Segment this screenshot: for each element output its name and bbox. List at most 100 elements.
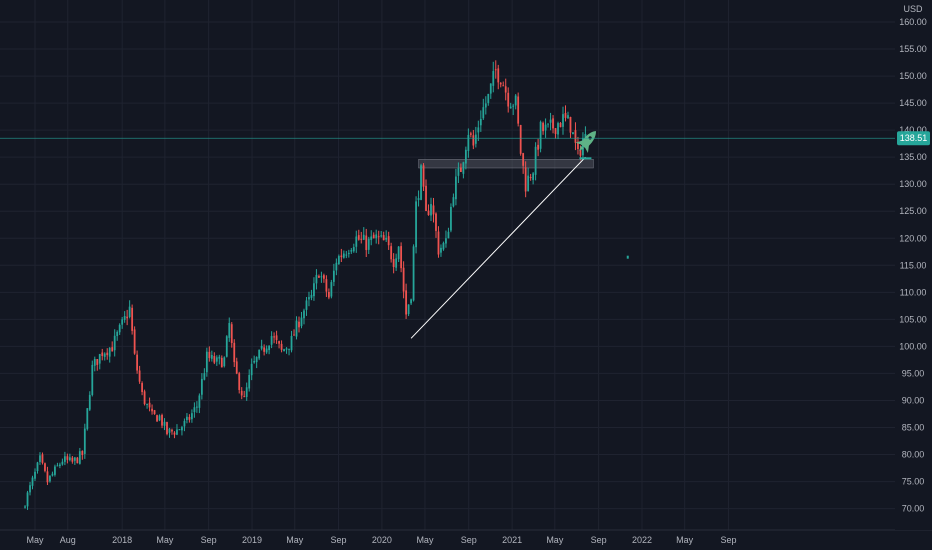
candle-body [432, 205, 435, 215]
support-zone[interactable] [418, 159, 594, 169]
candle-body [215, 357, 218, 362]
candle-body [186, 416, 188, 421]
candle-body [198, 395, 201, 408]
candle-body [103, 353, 106, 357]
price-axis-panel[interactable] [895, 0, 932, 530]
candle-body [524, 167, 527, 192]
candle-body [78, 451, 81, 464]
candle-body [108, 347, 111, 357]
candle-body [415, 201, 417, 248]
y-tick-label: 155.00 [899, 44, 927, 54]
rocket-icon[interactable] [573, 126, 602, 156]
candle-body [447, 231, 450, 239]
candle-body [121, 319, 124, 325]
candle-body [31, 477, 34, 486]
candle-body [325, 279, 328, 292]
x-tick-label: 2018 [112, 535, 132, 545]
candle-body [499, 82, 502, 85]
candle-body [278, 341, 280, 344]
candle-body [213, 355, 216, 363]
candle-body [400, 246, 403, 269]
candle-body [228, 322, 231, 338]
candle-body [422, 165, 425, 187]
x-tick-label: May [156, 535, 174, 545]
x-tick-label: 2022 [632, 535, 652, 545]
candle-body [427, 210, 430, 216]
candle-body [430, 204, 432, 216]
candle-body [360, 238, 363, 240]
trendline[interactable] [410, 156, 586, 339]
candle-body [405, 290, 407, 315]
candle-body [188, 416, 191, 420]
candle-body [153, 410, 156, 415]
candle-body [380, 235, 383, 237]
y-tick-label: 135.00 [899, 152, 927, 162]
candle-body [367, 238, 370, 250]
candle-body [270, 336, 273, 345]
price-axis[interactable]: 70.00 75.00 80.00 85.00 90.00 95.00 100.00 105.… [899, 17, 927, 514]
candle-body [562, 114, 564, 127]
grid-lines [0, 0, 895, 530]
last-price-marker: 138.51 [0, 131, 930, 146]
candle-body [81, 450, 84, 455]
candle-body [195, 406, 198, 408]
candle-body [205, 351, 208, 373]
candle-body [128, 306, 131, 317]
candle-body [335, 262, 338, 271]
candle-body [133, 329, 136, 354]
candle-body [218, 356, 221, 359]
candle-body [397, 246, 400, 260]
candle-body [497, 68, 500, 83]
candle-body [552, 118, 554, 129]
candle-body [68, 457, 71, 461]
candle-body [200, 378, 203, 395]
y-tick-label: 140.00 [899, 125, 927, 135]
candle-body [350, 250, 353, 252]
candle-body [220, 357, 223, 368]
x-tick-label: 2020 [372, 535, 392, 545]
candle-body [93, 358, 96, 366]
candle-body [584, 134, 587, 139]
candle-body [275, 335, 278, 341]
candle-body [330, 282, 333, 297]
candle-body [111, 347, 114, 352]
candle-body [579, 149, 582, 156]
candle-body [308, 297, 310, 300]
candle-body [310, 294, 313, 298]
candle-body [183, 420, 186, 427]
candle-body [487, 93, 490, 103]
candle-body [118, 324, 121, 333]
candle-body [467, 134, 470, 151]
candle-body [492, 71, 495, 86]
small-marker [626, 255, 629, 259]
y-tick-label: 125.00 [899, 206, 927, 216]
candle-body [567, 115, 569, 119]
candle-body [537, 144, 540, 150]
candle-body [362, 234, 365, 240]
candle-body [509, 106, 512, 109]
candle-body [210, 354, 213, 359]
y-tick-label: 100.00 [899, 341, 927, 351]
candle-body [407, 304, 410, 315]
candle-body [337, 256, 340, 265]
candle-body [136, 354, 139, 371]
candle-body [178, 429, 181, 431]
x-tick-label: Sep [201, 535, 217, 545]
candle-body [370, 236, 373, 240]
time-axis[interactable]: May Aug 2018 May Sep 2019 May Sep 2020 May Sep 2021… [26, 535, 736, 545]
x-tick-label: May [676, 535, 694, 545]
candle-body [437, 231, 440, 255]
candle-body [502, 85, 505, 87]
candle-body [66, 456, 69, 460]
candle-body [547, 123, 549, 125]
candle-body [300, 317, 303, 327]
candle-body [572, 132, 574, 135]
candle-body [402, 267, 405, 292]
candle-body [554, 128, 557, 134]
candle-body [527, 175, 530, 192]
candle-body [340, 255, 343, 258]
x-tick-label: May [546, 535, 564, 545]
candle-body [253, 361, 256, 363]
